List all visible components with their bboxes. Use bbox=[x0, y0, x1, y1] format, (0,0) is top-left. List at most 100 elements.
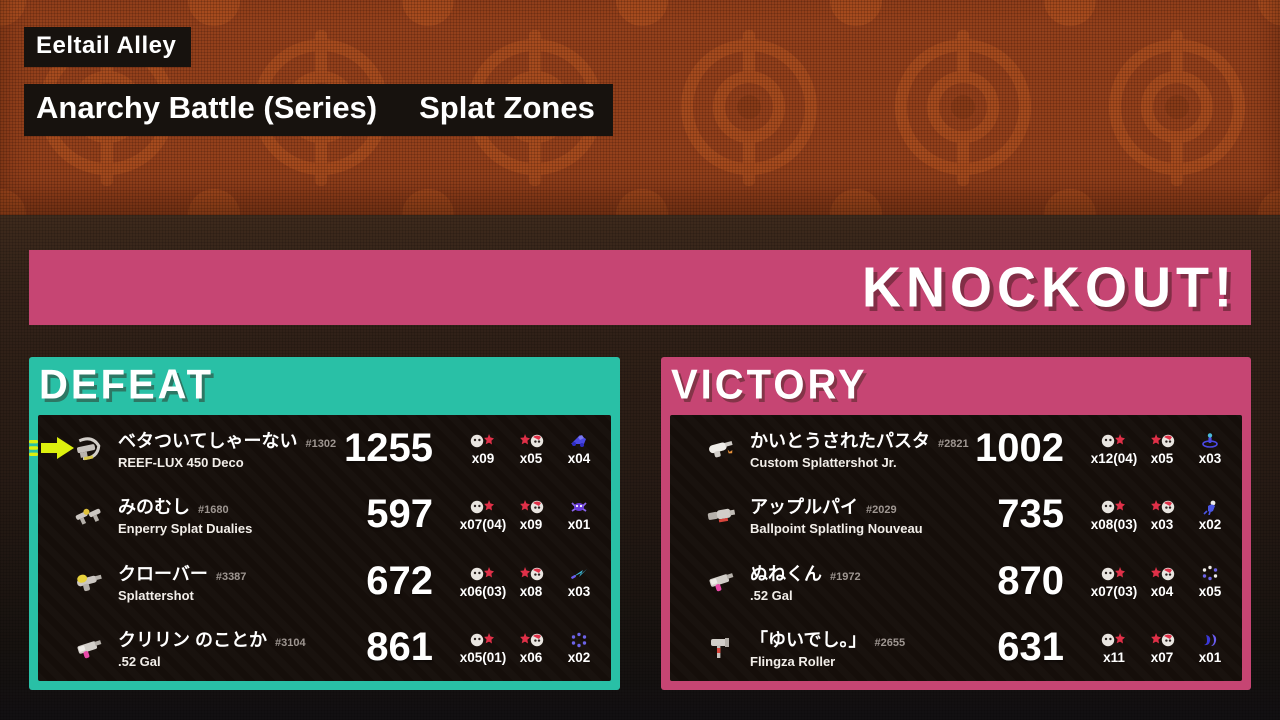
player-number: #1302 bbox=[305, 437, 337, 450]
deaths-icon bbox=[1149, 630, 1175, 649]
deaths-count: x04 bbox=[1150, 583, 1174, 599]
deaths-count: x08 bbox=[519, 583, 543, 599]
special-dart-icon bbox=[569, 564, 589, 583]
specials-stat: x03 bbox=[1186, 431, 1234, 466]
deaths-stat: x09 bbox=[507, 497, 555, 532]
specials-count: x02 bbox=[1198, 517, 1222, 533]
weapon-name: REEF-LUX 450 Deco bbox=[118, 454, 244, 470]
deaths-stat: x05 bbox=[507, 431, 555, 466]
player-row: 「ゆいでし。」 #2655 Flingza Roller 631 x11 x07… bbox=[670, 615, 1242, 682]
rule-name: Splat Zones bbox=[419, 90, 595, 125]
splats-icon bbox=[1101, 564, 1127, 583]
weapon-name: Flingza Roller bbox=[750, 654, 836, 670]
weapon-icon-dualies bbox=[70, 501, 108, 529]
deaths-icon bbox=[518, 564, 544, 583]
weapon-name: .52 Gal bbox=[118, 654, 161, 670]
deaths-icon bbox=[1149, 431, 1175, 450]
points-turfed: 735 bbox=[997, 492, 1064, 537]
result-banner: KNOCKOUT! bbox=[29, 250, 1251, 325]
weapon-name: Custom Splattershot Jr. bbox=[750, 454, 897, 470]
specials-stat: x05 bbox=[1186, 564, 1234, 599]
player-number: #3104 bbox=[275, 637, 306, 650]
player-row: クローバー #3387 Splattershot 672 x06(03) x08… bbox=[38, 548, 611, 615]
victory-scoreboard: かいとうされたパスタ #2821 Custom Splattershot Jr.… bbox=[670, 415, 1242, 681]
result-banner-text: KNOCKOUT! bbox=[862, 256, 1237, 319]
stage-name-bar: Eeltail Alley bbox=[24, 27, 192, 67]
splats-icon bbox=[470, 431, 496, 450]
player-number: #1680 bbox=[198, 504, 229, 517]
deaths-count: x05 bbox=[1150, 450, 1174, 466]
specials-stat: x04 bbox=[555, 431, 603, 466]
player-row: クリリン のことか #3104 .52 Gal 861 x05(01) x06 … bbox=[38, 615, 611, 682]
stats: x05(01) x06 x02 bbox=[459, 630, 603, 665]
points-turfed: 631 bbox=[997, 625, 1064, 670]
points-turfed: 1255 bbox=[344, 425, 433, 470]
deaths-stat: x07 bbox=[1138, 630, 1186, 665]
deaths-stat: x03 bbox=[1138, 497, 1186, 532]
weapon-name: Splattershot bbox=[118, 587, 194, 603]
deaths-icon bbox=[518, 497, 544, 516]
deaths-count: x05 bbox=[519, 450, 543, 466]
splats-count: x09 bbox=[471, 450, 495, 466]
player-name: かいとうされたパスタ bbox=[750, 430, 930, 451]
player-name: アップルパイ bbox=[750, 497, 858, 518]
player-name: 「ゆいでし。」 bbox=[750, 630, 867, 651]
specials-stat: x01 bbox=[555, 497, 603, 532]
stats: x06(03) x08 x03 bbox=[459, 564, 603, 599]
player-number: #2821 bbox=[938, 437, 969, 450]
player-row: かいとうされたパスタ #2821 Custom Splattershot Jr.… bbox=[670, 415, 1242, 482]
splats-stat: x08(03) bbox=[1090, 497, 1138, 532]
weapon-name: Enperry Splat Dualies bbox=[118, 521, 253, 537]
special-slider-icon bbox=[569, 431, 589, 450]
stage-name: Eeltail Alley bbox=[36, 32, 177, 59]
points-turfed: 597 bbox=[366, 492, 433, 537]
deaths-stat: x05 bbox=[1138, 431, 1186, 466]
defeat-scoreboard: ベタついてしゃーない #1302 REEF-LUX 450 Deco 1255 … bbox=[29, 415, 611, 682]
player-name: ぬねくん bbox=[750, 563, 822, 584]
stats: x07(04) x09 x01 bbox=[459, 497, 603, 532]
player-row: ベタついてしゃーない #1302 REEF-LUX 450 Deco 1255 … bbox=[29, 415, 611, 482]
splats-stat: x07(03) bbox=[1090, 564, 1138, 599]
defeat-panel: DEFEAT ベタついてしゃーない #1302 bbox=[29, 357, 620, 690]
weapon-icon-splattershot bbox=[70, 567, 108, 595]
deaths-icon bbox=[518, 431, 544, 450]
player-name: みのむし bbox=[118, 497, 190, 518]
player-row: ぬねくん #1972 .52 Gal 870 x07(03) x04 x05 bbox=[670, 548, 1242, 615]
specials-stat: x01 bbox=[1186, 630, 1234, 665]
splats-stat: x11 bbox=[1090, 630, 1138, 665]
weapon-icon-roller bbox=[702, 634, 740, 662]
player-number: #3387 bbox=[215, 570, 247, 583]
stats: x08(03) x03 x02 bbox=[1090, 497, 1234, 532]
specials-count: x01 bbox=[567, 517, 591, 533]
weapon-icon-52gal bbox=[702, 567, 740, 595]
splats-stat: x09 bbox=[459, 431, 507, 466]
special-ring-icon bbox=[569, 630, 589, 649]
splats-count: x08(03) bbox=[1090, 517, 1138, 533]
special-swirl-icon bbox=[1200, 630, 1220, 649]
you-arrow-icon bbox=[29, 437, 74, 460]
stats: x11 x07 x01 bbox=[1090, 630, 1234, 665]
special-crab-icon bbox=[569, 497, 589, 516]
splats-count: x12(04) bbox=[1090, 450, 1138, 466]
splats-count: x05(01) bbox=[459, 650, 507, 666]
splats-stat: x12(04) bbox=[1090, 431, 1138, 466]
splats-count: x11 bbox=[1103, 650, 1125, 666]
weapon-icon-reeflux bbox=[70, 434, 108, 462]
splats-count: x06(03) bbox=[459, 583, 507, 599]
specials-count: x03 bbox=[1198, 450, 1222, 466]
specials-count: x05 bbox=[1198, 583, 1222, 599]
specials-count: x03 bbox=[567, 583, 591, 599]
weapon-icon-splatling bbox=[702, 501, 740, 529]
player-row: みのむし #1680 Enperry Splat Dualies 597 x07… bbox=[38, 482, 611, 549]
stats: x12(04) x05 x03 bbox=[1090, 431, 1234, 466]
deaths-count: x07 bbox=[1150, 650, 1174, 666]
splats-icon bbox=[470, 630, 496, 649]
player-number: #2655 bbox=[874, 637, 906, 650]
splats-stat: x07(04) bbox=[459, 497, 507, 532]
weapon-name: .52 Gal bbox=[750, 587, 793, 603]
splats-stat: x05(01) bbox=[459, 630, 507, 665]
deaths-stat: x08 bbox=[507, 564, 555, 599]
defeat-title: DEFEAT bbox=[39, 361, 215, 409]
specials-stat: x02 bbox=[555, 630, 603, 665]
player-name: ベタついてしゃーない bbox=[118, 430, 298, 451]
